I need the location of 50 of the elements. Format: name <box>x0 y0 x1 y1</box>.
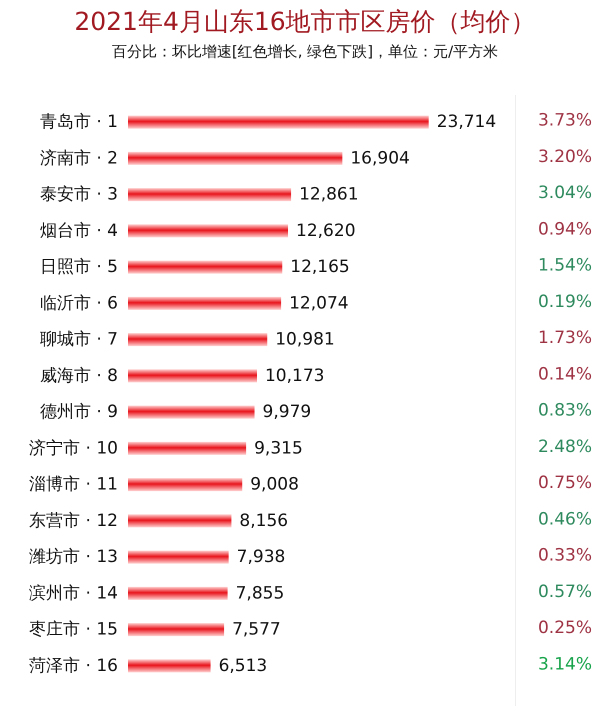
category-label: 0.25% <box>538 618 592 638</box>
data-label: 7,577 <box>232 620 281 640</box>
y-tick-label: 东营市 · 12 <box>29 510 118 531</box>
data-label: 12,861 <box>299 184 359 205</box>
category-label: 1.73% <box>538 328 592 348</box>
data-label: 10,173 <box>264 366 324 386</box>
y-tick-label: 滨州市 · 14 <box>29 583 118 604</box>
y-tick-label: 淄博市 · 11 <box>29 474 118 495</box>
data-label: 9,979 <box>262 402 312 422</box>
category-label: 0.46% <box>538 509 592 530</box>
data-label: 12,074 <box>289 293 349 314</box>
data-label: 10,981 <box>275 330 335 350</box>
y-tick-label: 日照市 · 5 <box>40 257 118 278</box>
y-tick-label: 青岛市 · 1 <box>40 112 118 132</box>
data-label: 9,315 <box>254 438 303 458</box>
y-tick-label: 菏泽市 · 16 <box>29 656 118 676</box>
y-tick-label: 烟台市 · 4 <box>40 220 118 241</box>
chart-subtitle: 百分比：坏比增速[红色增长, 绿色下跌]，单位：元/平方米 <box>112 42 498 60</box>
chart-title: 2021年4月山东16地市市区房价（均价） <box>74 7 536 36</box>
y-tick-label: 临沂市 · 6 <box>40 293 118 314</box>
category-label: 3.20% <box>538 146 592 167</box>
y-tick-label: 济南市 · 2 <box>40 148 118 168</box>
y-tick-label: 枣庄市 · 15 <box>29 620 118 640</box>
data-label: 7,938 <box>236 547 286 568</box>
category-label: 0.19% <box>538 292 592 312</box>
category-label: 3.14% <box>538 654 592 674</box>
data-label: 7,855 <box>236 583 284 604</box>
data-label: 12,165 <box>290 257 350 278</box>
y-tick-label: 德州市 · 9 <box>40 402 118 422</box>
y-tick-label: 潍坊市 · 13 <box>29 547 118 568</box>
category-label: 2.48% <box>538 436 592 457</box>
y-tick-label: 聊城市 · 7 <box>40 330 118 350</box>
data-label: 6,513 <box>218 656 268 676</box>
data-label: 9,008 <box>250 474 299 495</box>
category-label: 1.54% <box>538 256 592 276</box>
y-tick-label: 济宁市 · 10 <box>29 438 118 458</box>
category-label: 0.75% <box>538 473 592 494</box>
data-label: 8,156 <box>239 510 288 531</box>
data-label: 23,714 <box>436 112 496 132</box>
category-label: 0.33% <box>538 546 592 566</box>
data-label: 16,904 <box>350 148 410 168</box>
category-label: 3.04% <box>538 183 592 204</box>
category-label: 0.57% <box>538 582 592 602</box>
category-label: 0.83% <box>538 400 592 421</box>
y-tick-label: 泰安市 · 3 <box>40 184 118 205</box>
y-tick-label: 威海市 · 8 <box>40 366 118 386</box>
data-label: 12,620 <box>296 220 356 241</box>
category-label: 0.14% <box>538 364 592 384</box>
category-label: 3.73% <box>538 110 592 131</box>
category-label: 0.94% <box>538 219 592 240</box>
